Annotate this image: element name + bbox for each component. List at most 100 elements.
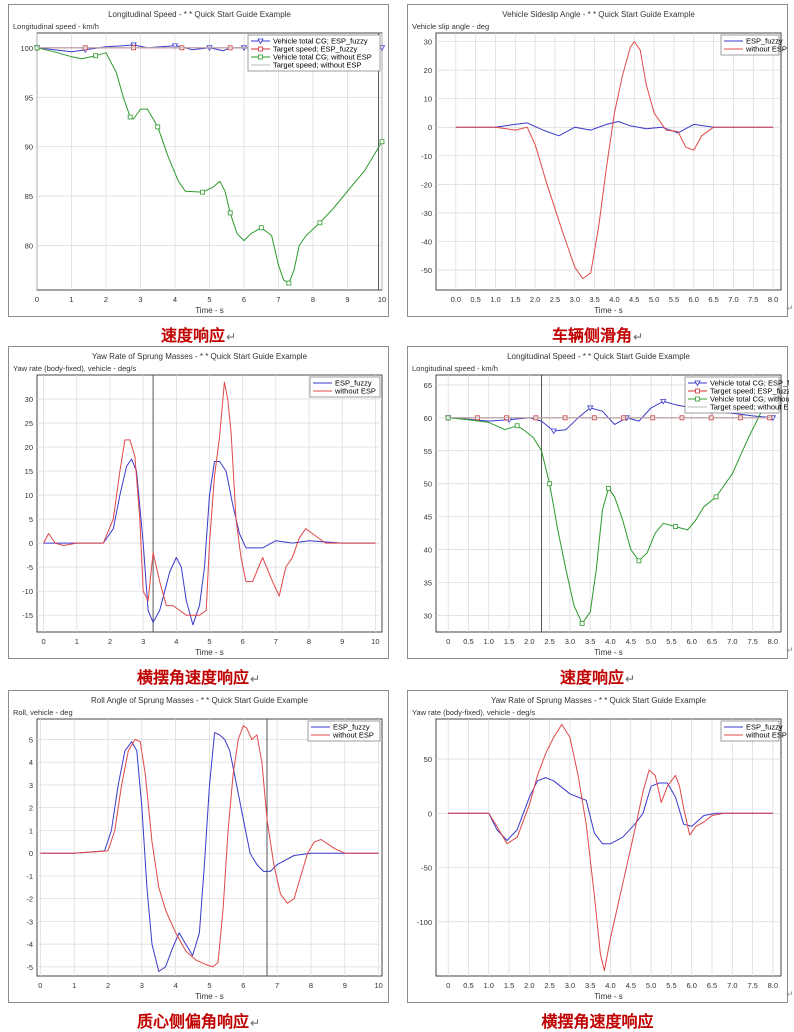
y-tick-label-4-2: 55 — [424, 447, 432, 456]
x-tick-label-6-15: 7.5 — [747, 981, 757, 990]
x-tick-label-4-2: 1.0 — [484, 637, 494, 646]
x-tick-label-1-3: 3 — [138, 295, 142, 304]
return-mark-5: ↵ — [249, 1016, 261, 1030]
y-tick-label-3-3: 15 — [25, 467, 33, 476]
x-tick-label-4-10: 5.0 — [646, 637, 656, 646]
y-tick-label-2-8: -50 — [421, 266, 432, 275]
series-line-2-1 — [455, 41, 774, 280]
y-tick-label-2-2: 10 — [424, 95, 432, 104]
x-tick-label-3-4: 4 — [174, 637, 178, 646]
x-tick-label-3-10: 10 — [371, 637, 379, 646]
x-tick-label-4-11: 5.5 — [666, 637, 676, 646]
y-tick-label-2-7: -40 — [421, 237, 432, 246]
y-tick-label-6-0: 50 — [424, 755, 432, 764]
x-tick-label-2-9: 4.5 — [629, 295, 639, 304]
y-tick-label-5-5: 0 — [29, 849, 33, 858]
legend-label-6-0: ESP_fuzzy — [746, 723, 783, 732]
x-tick-label-5-3: 3 — [140, 981, 144, 990]
x-tick-label-5-8: 8 — [309, 981, 313, 990]
x-tick-label-1-1: 1 — [69, 295, 73, 304]
x-tick-label-4-14: 7.0 — [727, 637, 737, 646]
legend-label-4-3: Target speed; without ESP — [710, 403, 789, 412]
x-tick-label-1-9: 9 — [345, 295, 349, 304]
y-tick-label-2-5: -20 — [421, 180, 432, 189]
y-tick-label-5-4: 1 — [29, 826, 33, 835]
series-marker-1-2-4 — [93, 53, 99, 59]
x-tick-label-3-2: 2 — [108, 637, 112, 646]
y-tick-label-3-9: -15 — [22, 611, 33, 620]
plot-area-6 — [435, 718, 782, 977]
caption-6: 横摆角速度响应 — [407, 1008, 788, 1032]
x-tick-label-3-0: 0 — [42, 637, 46, 646]
y-tick-label-4-6: 35 — [424, 579, 432, 588]
series-line-1-2 — [36, 47, 383, 284]
legend-label-4-2: Vehicle total CG; without ESP — [710, 395, 789, 404]
caption-1: 速度响应↵ — [8, 322, 389, 346]
legend-label-1-1: Target speed; ESP_fuzzy — [273, 45, 357, 54]
x-tick-label-6-6: 3.0 — [565, 981, 575, 990]
series-marker-1-0-9 — [171, 43, 179, 50]
x-tick-label-6-3: 1.5 — [504, 981, 514, 990]
legend-label-4-0: Vehicle total CG; ESP_fuzzy — [710, 379, 789, 388]
x-tick-label-5-9: 9 — [343, 981, 347, 990]
return-mark-3: ↵ — [249, 672, 261, 686]
y-tick-label-2-4: -10 — [421, 152, 432, 161]
x-tick-label-3-6: 6 — [241, 637, 245, 646]
x-tick-label-3-5: 5 — [207, 637, 211, 646]
y-tick-label-3-4: 10 — [25, 491, 33, 500]
x-axis-label-4: Time - s — [594, 648, 623, 657]
caption-2: 车辆侧滑角↵ — [407, 322, 788, 346]
x-tick-label-1-7: 7 — [276, 295, 280, 304]
x-tick-label-4-5: 2.5 — [544, 637, 554, 646]
x-tick-label-4-13: 6.5 — [707, 637, 717, 646]
x-tick-label-3-9: 9 — [340, 637, 344, 646]
x-tick-label-6-16: 8.0 — [768, 981, 778, 990]
x-tick-label-2-5: 2.5 — [550, 295, 560, 304]
x-tick-label-1-4: 4 — [173, 295, 177, 304]
return-mark-2: ↵ — [632, 330, 644, 344]
x-tick-label-5-10: 10 — [374, 981, 382, 990]
legend-marker-4-0 — [694, 380, 701, 387]
series-marker-1-2-12 — [155, 124, 161, 130]
y-tick-label-4-5: 40 — [424, 546, 432, 555]
series-line-4-2 — [448, 404, 766, 624]
y-tick-label-4-1: 60 — [424, 414, 432, 423]
series-marker-4-2-8 — [547, 481, 553, 487]
series-line-6-1 — [448, 723, 773, 972]
x-tick-label-6-5: 2.5 — [544, 981, 554, 990]
series-marker-1-2-28 — [286, 280, 292, 286]
x-tick-label-5-4: 4 — [174, 981, 178, 990]
x-tick-label-2-13: 6.5 — [708, 295, 718, 304]
x-tick-label-4-3: 1.5 — [504, 637, 514, 646]
return-mark-4: ↵ — [624, 672, 636, 686]
caption-3: 横摆角速度响应↵ — [8, 664, 389, 688]
y-tick-label-2-6: -30 — [421, 209, 432, 218]
series-marker-4-2-24 — [673, 524, 678, 529]
chart-panel-6: Yaw Rate of Sprung Masses - * * Quick St… — [407, 690, 788, 1003]
chart-svg-5: Roll Angle of Sprung Masses - * * Quick … — [13, 696, 383, 1001]
series-marker-4-2-20 — [636, 558, 642, 564]
legend-label-1-2: Vehicle total CG; without ESP — [273, 53, 372, 62]
chart-title-2: Vehicle Sideslip Angle - * * Quick Start… — [502, 10, 695, 19]
series-marker-1-0-6 — [130, 42, 137, 49]
x-tick-label-4-9: 4.5 — [626, 637, 636, 646]
legend-marker-4-2 — [695, 396, 700, 402]
legend-label-4-1: Target speed; ESP_fuzzy — [710, 387, 789, 396]
chart-title-4: Longitudinal Speed - * * Quick Start Gui… — [507, 352, 690, 361]
chart-svg-2: Vehicle Sideslip Angle - * * Quick Start… — [412, 10, 787, 315]
y-tick-label-6-1: 0 — [428, 809, 432, 818]
series-marker-1-2-20 — [227, 210, 233, 216]
y-tick-label-1-0: 100 — [20, 44, 33, 53]
series-line-6-0 — [448, 777, 773, 845]
x-tick-label-4-7: 3.5 — [585, 637, 595, 646]
legend-marker-4-1 — [695, 388, 700, 394]
caption-text-3: 横摆角速度响应 — [136, 668, 249, 687]
chart-title-1: Longitudinal Speed - * * Quick Start Gui… — [108, 10, 291, 19]
series-marker-4-0-6 — [550, 428, 557, 435]
series-marker-1-2-8 — [127, 114, 133, 120]
x-tick-label-6-13: 6.5 — [707, 981, 717, 990]
y-tick-label-5-8: -3 — [26, 917, 33, 926]
x-tick-label-4-4: 2.0 — [524, 637, 534, 646]
x-tick-label-2-10: 5.0 — [649, 295, 659, 304]
edge-return-mark-6: ↵ — [786, 989, 794, 999]
